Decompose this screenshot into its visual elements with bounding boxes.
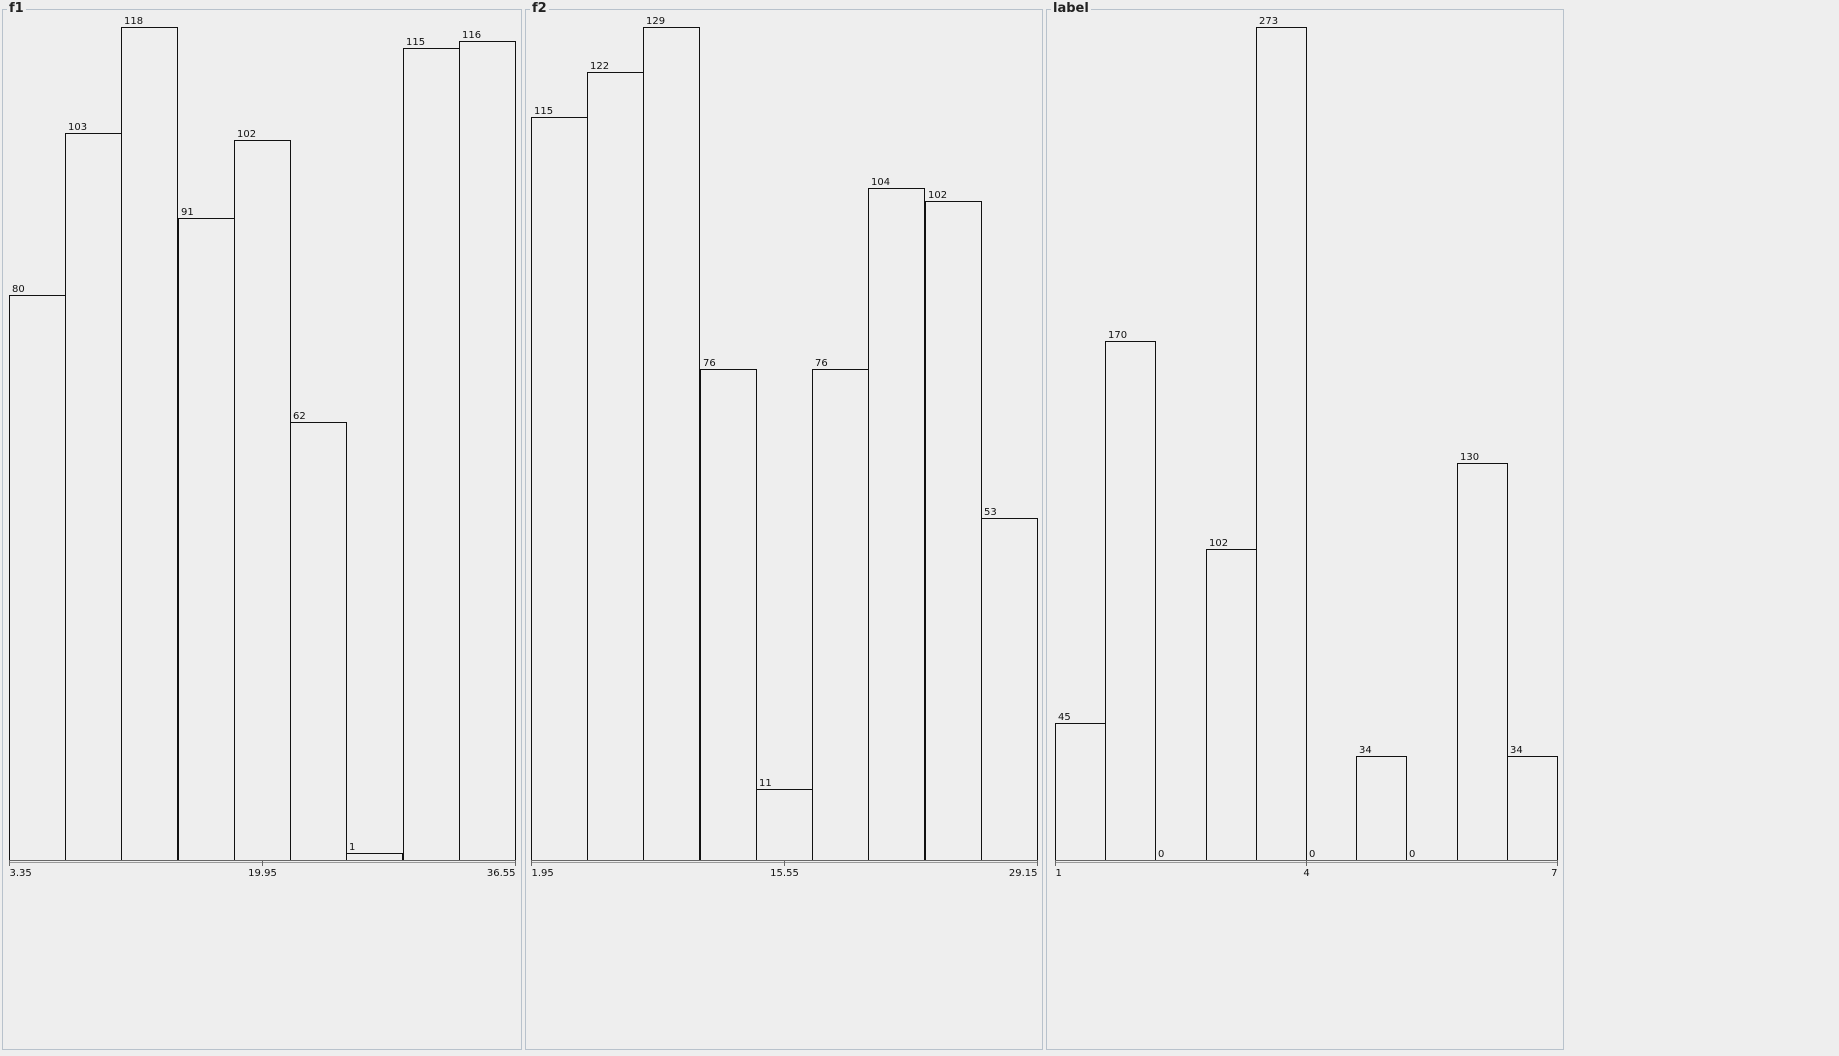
count-label: 273 bbox=[1259, 16, 1278, 27]
histogram-f1: 80 103 118 91 102 62 1 115 116 3.35 19.95 36.55 bbox=[9, 16, 516, 879]
histogram-panel-f1: f1 80 103 118 91 102 62 1 115 116 3.35 19.95 36.55 bbox=[2, 2, 522, 1050]
bar-1 bbox=[9, 295, 66, 861]
count-label: 76 bbox=[815, 358, 828, 369]
bar-2 bbox=[1105, 341, 1156, 861]
bar-5 bbox=[234, 140, 291, 861]
count-label: 62 bbox=[293, 411, 306, 422]
count-label: 34 bbox=[1510, 745, 1523, 756]
count-label: 76 bbox=[703, 358, 716, 369]
x-tick-label: 4 bbox=[1303, 868, 1309, 879]
histogram-panel-label: label 45 170 0 102 273 0 34 0 130 34 1 4 7 bbox=[1046, 2, 1564, 1050]
count-label: 115 bbox=[406, 37, 425, 48]
x-tick-label: 3.35 bbox=[10, 868, 32, 879]
bar-4 bbox=[178, 218, 235, 861]
count-label: 118 bbox=[124, 16, 143, 27]
count-label: 0 bbox=[1309, 849, 1315, 860]
bar-9 bbox=[1457, 463, 1508, 861]
count-label: 129 bbox=[646, 16, 665, 27]
x-tick-label: 19.95 bbox=[248, 868, 277, 879]
count-label: 0 bbox=[1158, 849, 1164, 860]
panel-title-label: label bbox=[1051, 1, 1091, 16]
bar-8 bbox=[403, 48, 460, 861]
count-label: 102 bbox=[1209, 538, 1228, 549]
count-label: 102 bbox=[237, 129, 256, 140]
count-label: 91 bbox=[181, 207, 194, 218]
x-tick-label: 1 bbox=[1056, 868, 1062, 879]
count-label: 122 bbox=[590, 61, 609, 72]
bar-1 bbox=[531, 117, 588, 861]
count-label: 130 bbox=[1460, 452, 1479, 463]
bar-4 bbox=[1206, 549, 1257, 861]
count-label: 80 bbox=[12, 284, 25, 295]
x-tick-label: 29.15 bbox=[1009, 868, 1038, 879]
count-label: 53 bbox=[984, 507, 997, 518]
bar-8 bbox=[925, 201, 982, 861]
bar-3 bbox=[121, 27, 178, 861]
x-tick-label: 36.55 bbox=[487, 868, 516, 879]
bar-3 bbox=[643, 27, 700, 861]
bar-7 bbox=[346, 853, 403, 861]
panel-title-f1: f1 bbox=[7, 1, 26, 16]
count-label: 34 bbox=[1359, 745, 1372, 756]
count-label: 11 bbox=[759, 778, 772, 789]
bar-2 bbox=[587, 72, 644, 861]
panel-title-f2: f2 bbox=[530, 1, 549, 16]
count-label: 1 bbox=[349, 842, 355, 853]
histogram-f2: 115 122 129 76 11 76 104 102 53 1.95 15.55 29.15 bbox=[531, 16, 1038, 879]
count-label: 102 bbox=[928, 190, 947, 201]
x-tick-label: 15.55 bbox=[770, 868, 799, 879]
histogram-panel-f2: f2 115 122 129 76 11 76 104 102 53 1.95 15.55 29.15 bbox=[525, 2, 1043, 1050]
x-tick-label: 7 bbox=[1551, 868, 1557, 879]
histogram-label: 45 170 0 102 273 0 34 0 130 34 1 4 7 bbox=[1055, 16, 1558, 879]
count-label: 0 bbox=[1409, 849, 1415, 860]
count-label: 170 bbox=[1108, 330, 1127, 341]
count-label: 115 bbox=[534, 106, 553, 117]
bar-6 bbox=[812, 369, 869, 861]
count-label: 104 bbox=[871, 177, 890, 188]
bar-9 bbox=[981, 518, 1038, 861]
bar-1 bbox=[1055, 723, 1106, 861]
count-label: 45 bbox=[1058, 712, 1071, 723]
bar-6 bbox=[290, 422, 347, 861]
x-tick-label: 1.95 bbox=[532, 868, 554, 879]
bar-7 bbox=[868, 188, 925, 861]
bar-5 bbox=[756, 789, 813, 861]
bar-5 bbox=[1256, 27, 1307, 861]
bar-7 bbox=[1356, 756, 1407, 861]
count-label: 103 bbox=[68, 122, 87, 133]
bar-4 bbox=[700, 369, 757, 861]
bar-10 bbox=[1507, 756, 1558, 861]
bar-9 bbox=[459, 41, 516, 861]
bar-2 bbox=[65, 133, 122, 861]
count-label: 116 bbox=[462, 30, 481, 41]
